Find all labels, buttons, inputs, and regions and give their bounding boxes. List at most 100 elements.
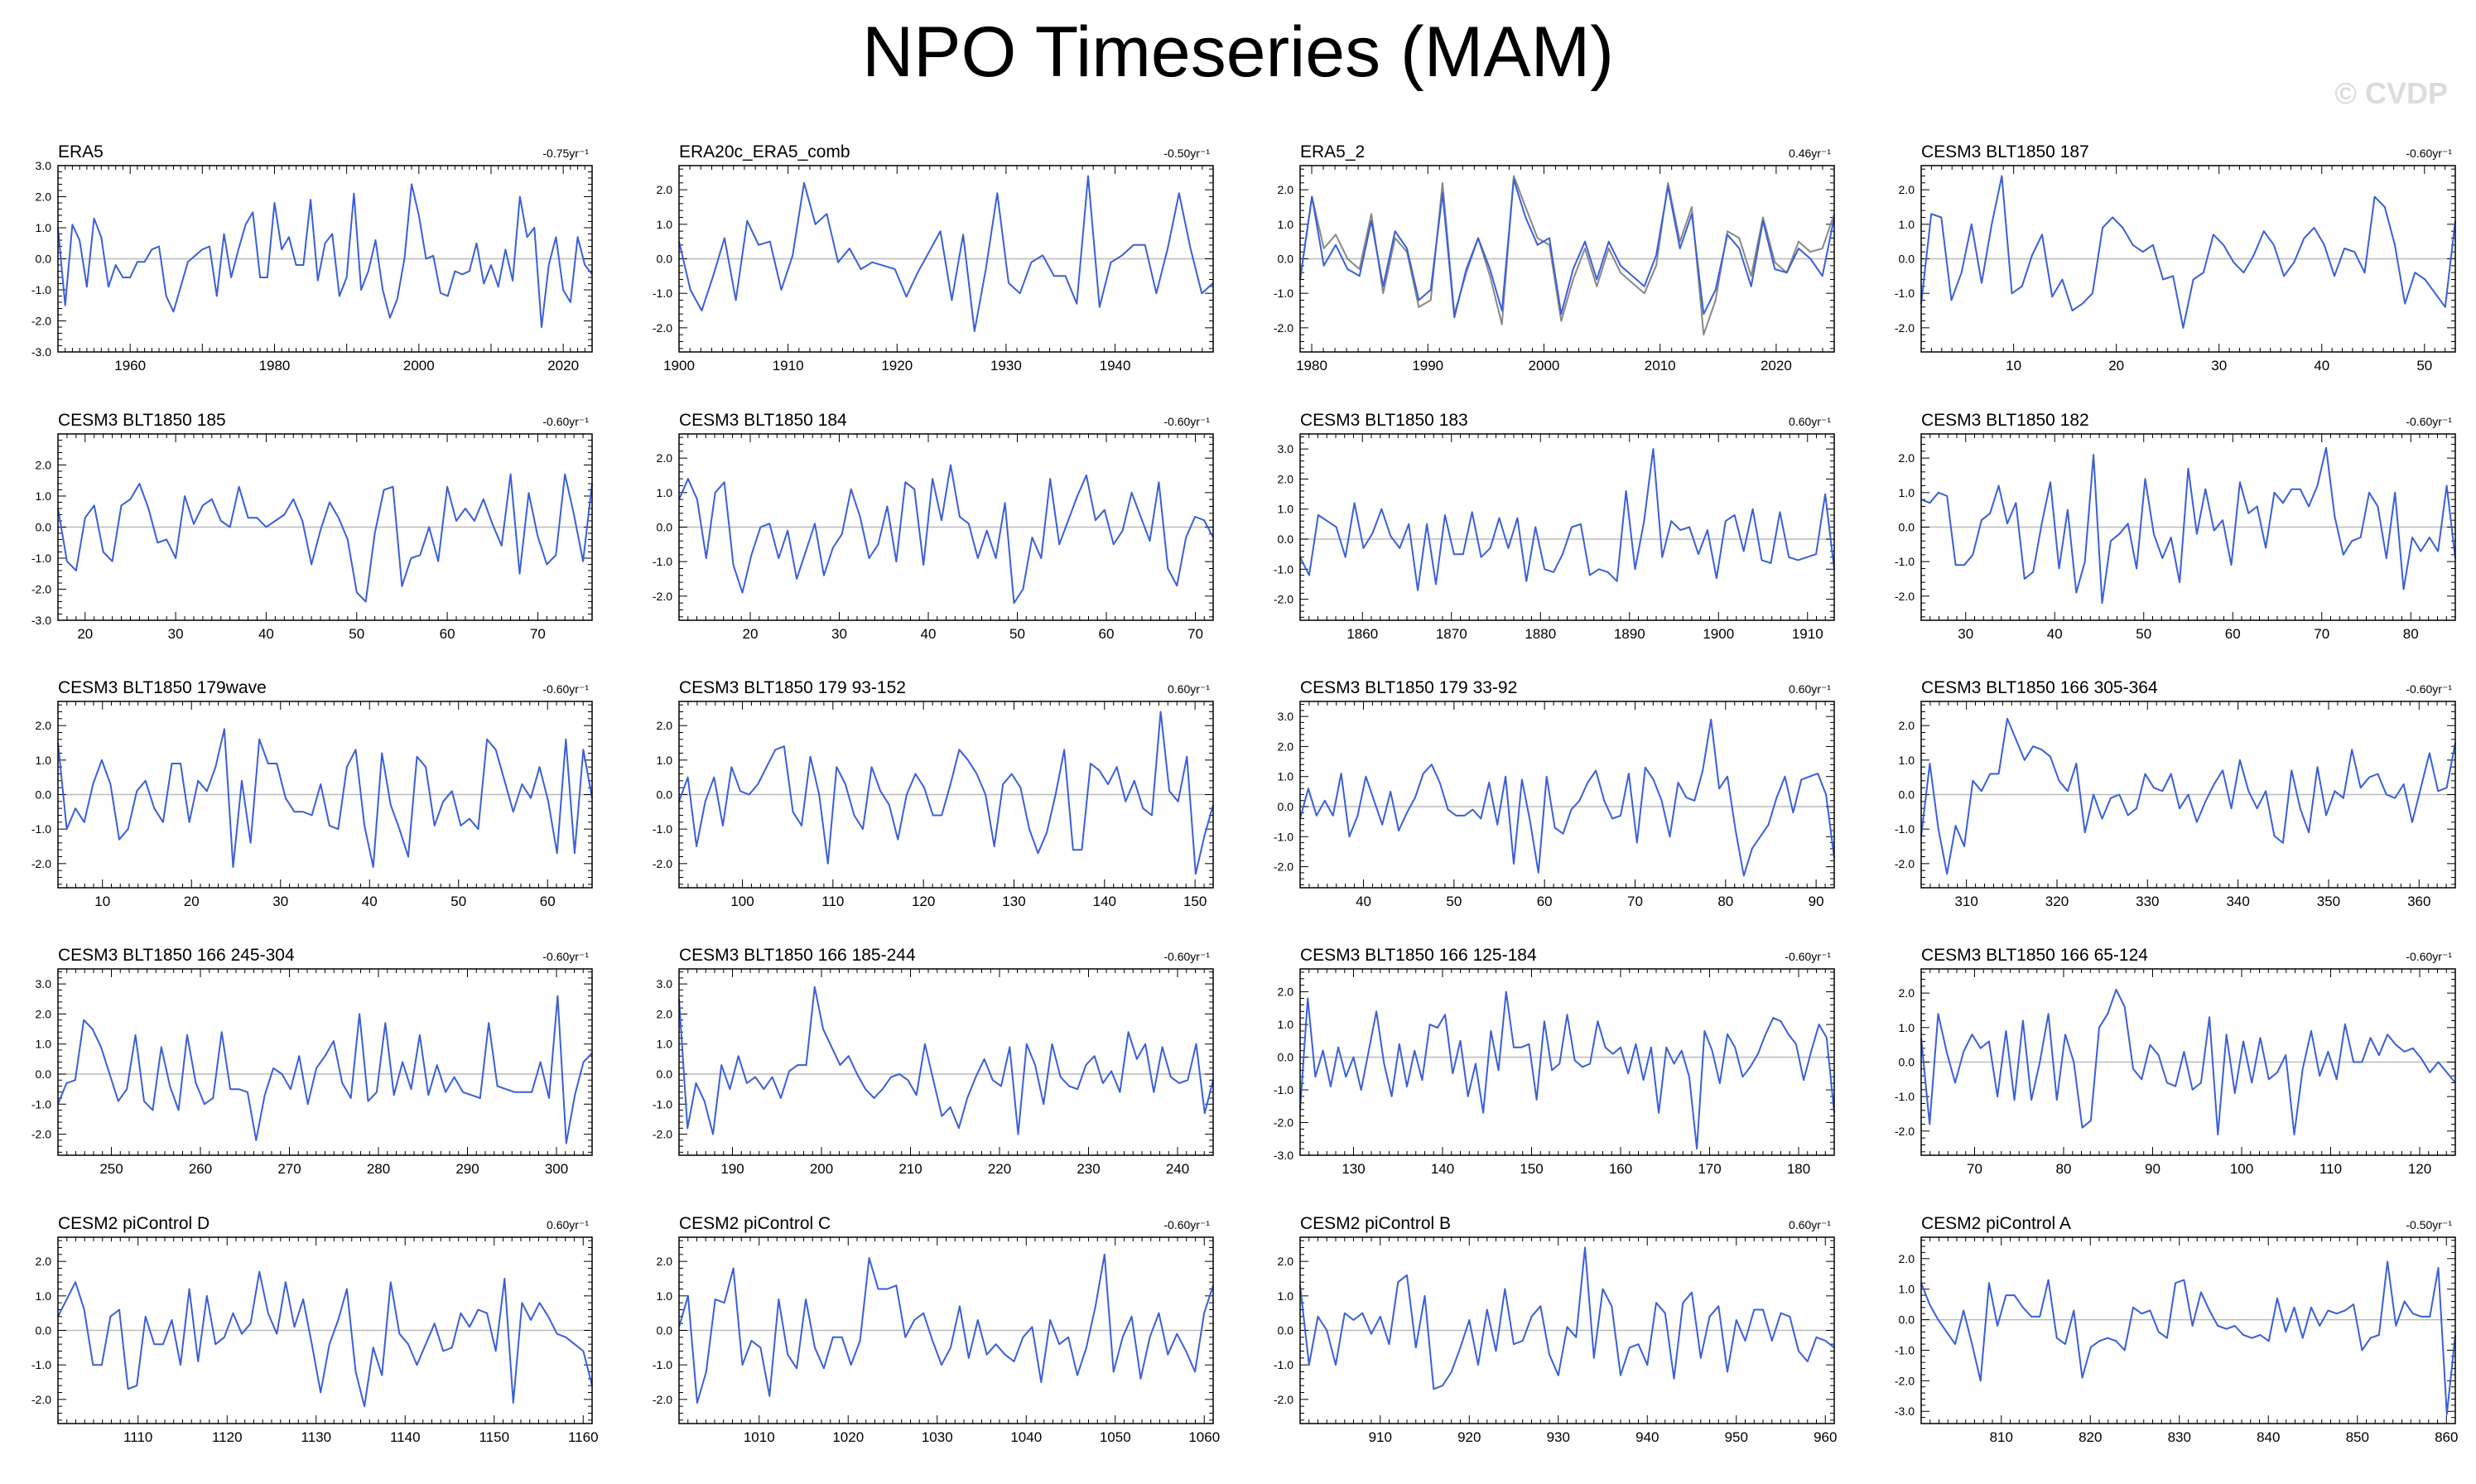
y-tick-label: 0.0: [1899, 1313, 1915, 1327]
x-tick-label: 1960: [114, 358, 146, 373]
y-tick-label: -1.0: [31, 1097, 51, 1111]
y-tick-label: 1.0: [1278, 770, 1294, 783]
chart-panel: ERA20c_ERA5_comb -0.50yr⁻¹ 2.0 1.0 0.0 -1.0 -2…: [653, 142, 1214, 373]
plot-frame: [678, 433, 1214, 621]
plot-frame: [678, 968, 1214, 1156]
x-tick-label: 330: [2136, 894, 2159, 909]
y-tick-label: 2.0: [1278, 740, 1294, 753]
x-tick-label: 1900: [663, 358, 695, 373]
x-tick-label: 60: [540, 894, 556, 909]
panel-title: CESM3 BLT1850 185: [58, 411, 226, 430]
y-tick-label: 0.0: [657, 788, 673, 802]
chart-panel: CESM3 BLT1850 166 185-244 -0.60yr⁻¹ 3.0 2.0…: [653, 946, 1214, 1177]
x-tick-label: 2000: [403, 358, 435, 373]
x-tick-label: 40: [362, 894, 378, 909]
y-tick-label: -1.0: [653, 287, 672, 300]
x-tick-label: 930: [1547, 1429, 1570, 1445]
y-tick-label: -1.0: [1274, 830, 1293, 843]
x-tick-label: 280: [367, 1161, 390, 1177]
panel-title: ERA20c_ERA5_comb: [679, 142, 850, 161]
panel-title: CESM3 BLT1850 179 33-92: [1300, 678, 1517, 697]
y-tick-label: -1.0: [653, 1358, 672, 1371]
x-tick-label: 830: [2168, 1429, 2191, 1445]
x-tick-label: 1010: [744, 1429, 775, 1445]
series-line: [678, 711, 1214, 875]
y-tick-label: -2.0: [31, 583, 51, 596]
x-tick-label: 910: [1369, 1429, 1392, 1445]
panel-title: CESM3 BLT1850 187: [1921, 142, 2089, 161]
y-tick-label: 1.0: [1899, 754, 1915, 767]
x-tick-label: 220: [988, 1161, 1011, 1177]
y-tick-label: 3.0: [36, 159, 52, 172]
y-tick-label: 1.0: [1278, 1018, 1294, 1031]
x-tick-label: 190: [720, 1161, 744, 1177]
series-line: [678, 175, 1214, 332]
y-tick-label: 2.0: [1899, 451, 1915, 465]
plot-frame: [1920, 701, 2456, 889]
panel-title: CESM3 BLT1850 166 65-124: [1921, 946, 2148, 965]
plot-frame: [57, 701, 593, 889]
x-tick-label: 1860: [1346, 626, 1378, 642]
series-line: [1920, 989, 2456, 1135]
x-tick-label: 140: [1093, 894, 1116, 909]
chart-panel: CESM3 BLT1850 184 -0.60yr⁻¹ 2.0 1.0 0.0 -1.0 -…: [653, 411, 1214, 642]
series-line: [1920, 446, 2456, 605]
panel-title: ERA5: [58, 142, 104, 161]
series-line: [1920, 175, 2456, 329]
y-tick-label: -2.0: [653, 321, 672, 335]
chart-panel: CESM3 BLT1850 166 125-184 -0.60yr⁻¹ 2.0 1.0…: [1274, 946, 1835, 1177]
x-tick-label: 210: [898, 1161, 922, 1177]
x-tick-label: 70: [1627, 894, 1643, 909]
series-line: [678, 464, 1214, 605]
y-tick-label: 2.0: [1899, 719, 1915, 732]
x-tick-label: 1990: [1412, 358, 1443, 373]
x-tick-label: 230: [1077, 1161, 1100, 1177]
x-tick-label: 920: [1457, 1429, 1481, 1445]
chart-panel: CESM3 BLT1850 179 93-152 0.60yr⁻¹ 2.0 1.0 0.…: [653, 678, 1214, 909]
y-tick-label: -2.0: [653, 857, 672, 870]
x-tick-label: 840: [2257, 1429, 2280, 1445]
y-tick-label: 0.0: [1899, 1056, 1915, 1069]
reference-line: [1299, 175, 1835, 336]
y-tick-label: 0.0: [1278, 1324, 1294, 1337]
x-tick-label: 350: [2317, 894, 2340, 909]
series-line: [678, 985, 1214, 1135]
trend-label: -0.60yr⁻¹: [542, 682, 589, 696]
x-tick-label: 1140: [390, 1429, 421, 1445]
chart-panel: CESM3 BLT1850 187 -0.60yr⁻¹ 2.0 1.0 0.0 -1.0 -…: [1895, 142, 2456, 373]
panel-title: CESM3 BLT1850 166 125-184: [1300, 946, 1537, 965]
y-tick-label: -3.0: [1274, 1149, 1293, 1162]
trend-label: -0.60yr⁻¹: [542, 415, 589, 428]
x-tick-label: 80: [2056, 1161, 2072, 1177]
y-tick-label: -1.0: [1895, 1090, 1915, 1103]
x-tick-label: 1040: [1010, 1429, 1042, 1445]
y-tick-label: 2.0: [1278, 985, 1294, 999]
trend-label: -0.60yr⁻¹: [1163, 950, 1210, 963]
x-tick-label: 270: [277, 1161, 301, 1177]
y-tick-label: -2.0: [1274, 321, 1293, 335]
x-tick-label: 1980: [259, 358, 291, 373]
x-tick-label: 40: [2047, 626, 2063, 642]
y-tick-label: 1.0: [36, 754, 52, 767]
y-tick-label: -1.0: [31, 552, 51, 565]
x-tick-label: 170: [1698, 1161, 1721, 1177]
y-tick-label: 3.0: [1278, 442, 1294, 455]
series-line: [678, 1253, 1214, 1404]
y-tick-label: 0.0: [1899, 253, 1915, 266]
y-tick-label: 3.0: [36, 977, 52, 990]
x-tick-label: 10: [94, 894, 110, 909]
chart-panel: ERA5 -0.75yr⁻¹ 3.0 2.0 1.0 0.0 -1.0 -2.0 -3.0 196…: [31, 142, 593, 373]
x-tick-label: 20: [184, 894, 200, 909]
y-tick-label: 0.0: [1278, 800, 1294, 813]
y-tick-label: 0.0: [1278, 253, 1294, 266]
x-tick-label: 310: [1954, 894, 1977, 909]
y-tick-label: -2.0: [31, 857, 51, 870]
y-tick-label: 0.0: [1278, 532, 1294, 546]
x-tick-label: 160: [1609, 1161, 1632, 1177]
y-tick-label: 0.0: [1278, 1051, 1294, 1064]
x-tick-label: 120: [2408, 1161, 2431, 1177]
x-tick-label: 20: [2108, 358, 2124, 373]
x-tick-label: 30: [168, 626, 184, 642]
y-tick-label: -2.0: [31, 315, 51, 328]
